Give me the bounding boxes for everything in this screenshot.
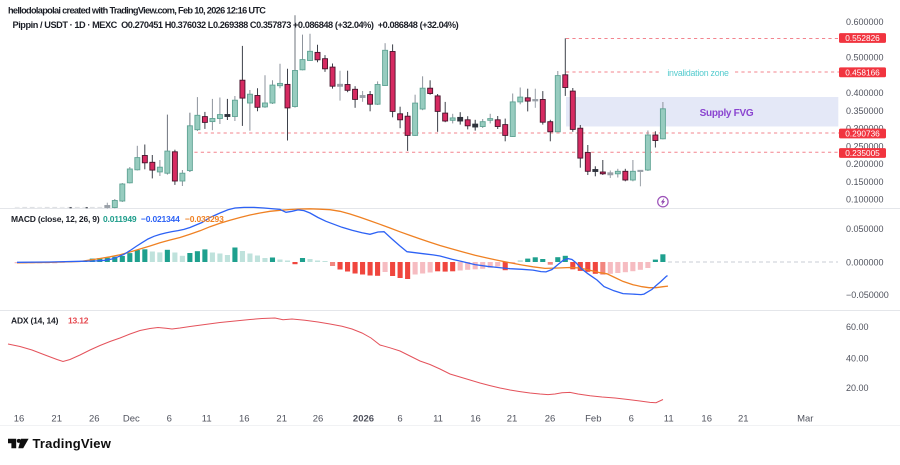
svg-text:2026: 2026 [353,414,374,425]
svg-text:0.250000: 0.250000 [846,141,884,151]
svg-text:16: 16 [239,414,250,425]
svg-text:21: 21 [51,414,62,425]
svg-text:21: 21 [276,414,287,425]
svg-text:6: 6 [397,414,402,425]
svg-text:40.00: 40.00 [846,354,869,364]
svg-text:26: 26 [89,414,100,425]
svg-text:60.00: 60.00 [846,322,869,332]
svg-text:26: 26 [545,414,556,425]
svg-text:26: 26 [313,414,324,425]
svg-text:Supply FVG: Supply FVG [700,108,754,119]
svg-text:Pippin / USDT · 1D · MEXC O0.: Pippin / USDT · 1D · MEXC O0.270451 H0.3… [13,20,459,30]
svg-text:0.350000: 0.350000 [846,106,884,116]
svg-text:Mar: Mar [797,414,813,425]
svg-text:16: 16 [701,414,712,425]
svg-text:TradingView: TradingView [33,436,112,451]
svg-text:−0.021344: −0.021344 [141,214,180,224]
svg-text:invalidation zone: invalidation zone [667,68,729,78]
svg-text:11: 11 [433,414,443,425]
svg-text:11: 11 [202,414,212,425]
svg-text:21: 21 [507,414,518,425]
svg-text:20.00: 20.00 [846,383,869,393]
svg-text:hellodolapolai created with Tr: hellodolapolai created with TradingView.… [8,6,266,16]
svg-text:0.500000: 0.500000 [846,53,884,63]
svg-text:16: 16 [470,414,481,425]
svg-text:0.100000: 0.100000 [846,195,884,205]
svg-text:−0.033293: −0.033293 [185,214,224,224]
svg-text:0.290736: 0.290736 [845,129,880,139]
svg-text:ADX (14, 14): ADX (14, 14) [11,316,59,326]
svg-text:13.12: 13.12 [68,316,89,326]
svg-text:0.458166: 0.458166 [845,67,880,77]
svg-text:21: 21 [738,414,749,425]
svg-text:0.235005: 0.235005 [845,148,880,158]
svg-text:−0.050000: −0.050000 [846,290,889,300]
svg-text:0.600000: 0.600000 [846,17,884,27]
svg-text:MACD (close, 12, 26, 9): MACD (close, 12, 26, 9) [11,214,100,224]
svg-text:6: 6 [167,414,172,425]
svg-text:0.400000: 0.400000 [846,88,884,98]
svg-text:6: 6 [629,414,634,425]
svg-text:0.000000: 0.000000 [846,258,884,268]
svg-text:16: 16 [14,414,25,425]
svg-text:0.150000: 0.150000 [846,177,884,187]
svg-text:0.011949: 0.011949 [103,214,137,224]
svg-text:0.552826: 0.552826 [845,33,880,43]
svg-text:Dec: Dec [123,414,140,425]
svg-text:Feb: Feb [585,414,601,425]
svg-text:0.050000: 0.050000 [846,224,884,234]
svg-text:11: 11 [664,414,674,425]
svg-text:0.200000: 0.200000 [846,159,884,169]
